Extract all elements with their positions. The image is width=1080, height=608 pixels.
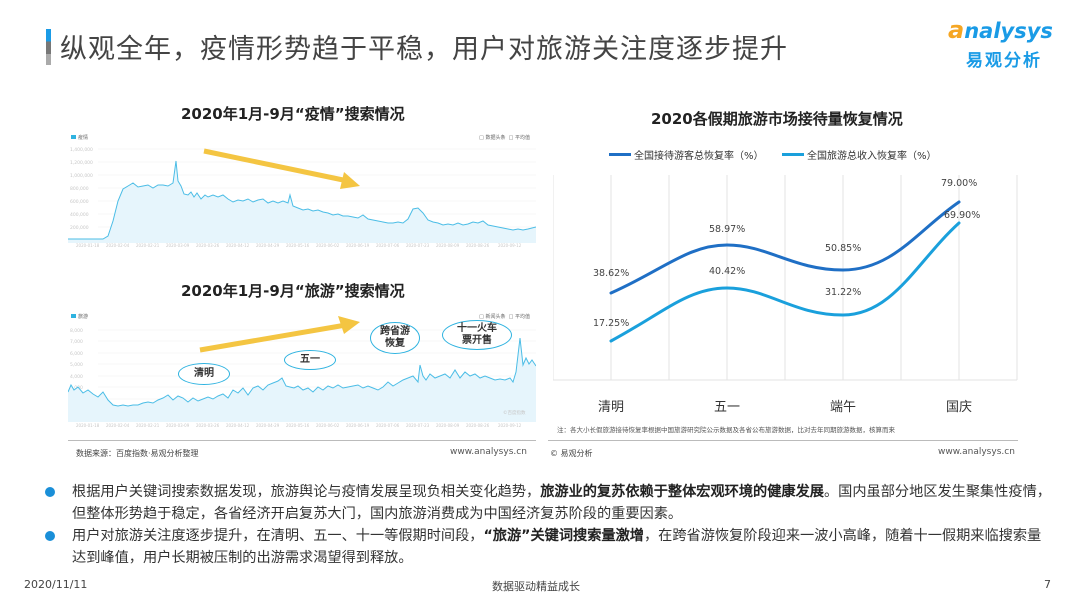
svg-text:2020-08-09: 2020-08-09 — [436, 423, 460, 428]
up-arrow-head — [338, 316, 360, 334]
svg-text:2020-08-26: 2020-08-26 — [466, 423, 490, 428]
svg-text:8,000: 8,000 — [70, 328, 83, 334]
bullet-2: 用户对旅游关注度逐步提升，在清明、五一、十一等假期时间段，“旅游”关键词搜索量激… — [42, 525, 1052, 569]
svg-text:2020-03-26: 2020-03-26 — [196, 423, 220, 428]
bullet-dot-icon — [45, 487, 55, 497]
svg-text:2020-03-26: 2020-03-26 — [196, 243, 220, 248]
bubble-cross-province: 跨省游 恢复 — [370, 322, 420, 354]
epidemic-chart-options: □ 数据头条 □ 平均值 — [479, 135, 530, 141]
left-source: 数据来源：百度指数·易观分析整理 — [76, 449, 199, 458]
holiday-recovery-title: 2020各假期旅游市场接待量恢复情况 — [651, 110, 903, 128]
svg-text:2020-02-21: 2020-02-21 — [136, 243, 160, 248]
right-source-divider — [548, 440, 1018, 441]
svg-text:2020-09-12: 2020-09-12 — [498, 243, 522, 248]
svg-text:600,000: 600,000 — [70, 199, 89, 205]
svg-text:1,000,000: 1,000,000 — [70, 173, 93, 179]
travel-chart-title: 2020年1月-9月“旅游”搜索情况 — [181, 282, 405, 300]
left-source-divider — [68, 440, 536, 441]
down-arrow-head — [340, 172, 360, 189]
svg-text:2020-01-18: 2020-01-18 — [76, 243, 100, 248]
footer-date: 2020/11/11 — [24, 578, 88, 591]
svg-text:2020-06-19: 2020-06-19 — [346, 423, 370, 428]
svg-text:2020-03-09: 2020-03-09 — [166, 243, 190, 248]
svg-text:2020-02-04: 2020-02-04 — [106, 243, 130, 248]
svg-text:2020-09-12: 2020-09-12 — [498, 423, 522, 428]
svg-text:5,000: 5,000 — [70, 362, 83, 368]
svg-text:800,000: 800,000 — [70, 186, 89, 192]
category-wuyi: 五一 — [713, 400, 740, 415]
bubble-national-day-tickets: 十一火车 票开售 — [442, 320, 512, 350]
holiday-recovery-line-chart — [553, 175, 1018, 381]
category-guoqing: 国庆 — [945, 400, 972, 415]
svg-text:2020-01-18: 2020-01-18 — [76, 423, 100, 428]
label-duanwu-visitors: 50.85% — [825, 243, 862, 254]
svg-text:2020-07-06: 2020-07-06 — [376, 243, 400, 248]
svg-text:7,000: 7,000 — [70, 339, 83, 345]
svg-text:2020-06-02: 2020-06-02 — [316, 423, 340, 428]
label-duanwu-revenue: 31.22% — [825, 287, 862, 298]
svg-text:©百度指数: ©百度指数 — [503, 409, 526, 416]
label-guoqing-revenue: 69.90% — [944, 210, 981, 221]
svg-text:2020-04-12: 2020-04-12 — [226, 423, 250, 428]
bubble-qingming: 清明 — [178, 363, 230, 385]
svg-text:2020-04-29: 2020-04-29 — [256, 423, 280, 428]
svg-text:2020-05-16: 2020-05-16 — [286, 423, 310, 428]
legend-revenue: 全国旅游总收入恢复率（%） — [782, 147, 937, 162]
legend-visitors: 全国接待游客总恢复率（%） — [609, 147, 764, 162]
svg-text:2020-03-09: 2020-03-09 — [166, 423, 190, 428]
svg-text:2020-07-06: 2020-07-06 — [376, 423, 400, 428]
logo-chinese: 易观分析 — [966, 51, 1042, 71]
svg-text:2020-06-19: 2020-06-19 — [346, 243, 370, 248]
label-guoqing-visitors: 79.00% — [941, 178, 978, 189]
travel-chart-options: □ 新闻头条 □ 平均值 — [479, 314, 530, 320]
label-qingming-revenue: 17.25% — [593, 318, 630, 329]
page-number: 7 — [1044, 578, 1051, 591]
svg-text:6,000: 6,000 — [70, 351, 83, 357]
epidemic-chart-title: 2020年1月-9月“疫情”搜索情况 — [181, 105, 405, 123]
svg-text:2020-06-02: 2020-06-02 — [316, 243, 340, 248]
svg-text:2020-04-12: 2020-04-12 — [226, 243, 250, 248]
right-source: © 易观分析 — [550, 449, 593, 458]
title-accent-bar — [46, 29, 51, 65]
page-title: 纵观全年，疫情形势趋于平稳，用户对旅游关注度逐步提升 — [60, 34, 788, 65]
category-duanwu: 端午 — [829, 400, 856, 415]
bullet-1: 根据用户关键词搜索数据发现，旅游舆论与疫情发展呈现负相关变化趋势，旅游业的复苏依… — [42, 481, 1052, 525]
label-qingming-visitors: 38.62% — [593, 268, 630, 279]
label-wuyi-visitors: 58.97% — [709, 224, 746, 235]
svg-text:2020-02-21: 2020-02-21 — [136, 423, 160, 428]
svg-text:1,400,000: 1,400,000 — [70, 147, 93, 153]
epidemic-legend: 疫情 — [71, 134, 88, 141]
down-arrow-shaft — [203, 148, 349, 184]
svg-text:2020-07-23: 2020-07-23 — [406, 423, 430, 428]
category-qingming: 清明 — [597, 400, 624, 415]
left-url: www.analysys.cn — [450, 447, 527, 457]
epidemic-line-svg: 1,400,000 1,200,000 1,000,000 800,000 600,0… — [68, 147, 536, 248]
logo-english: analysys — [948, 16, 1053, 44]
svg-text:2020-05-16: 2020-05-16 — [286, 243, 310, 248]
svg-text:200,000: 200,000 — [70, 225, 89, 231]
label-wuyi-revenue: 40.42% — [709, 266, 746, 277]
right-url: www.analysys.cn — [938, 447, 1015, 457]
svg-text:2020-08-09: 2020-08-09 — [436, 243, 460, 248]
up-arrow-shaft — [199, 322, 347, 353]
summary-bullets: 根据用户关键词搜索数据发现，旅游舆论与疫情发展呈现负相关变化趋势，旅游业的复苏依… — [42, 481, 1052, 569]
svg-text:400,000: 400,000 — [70, 212, 89, 218]
right-chart-note: 注：各大小长假旅游接待恢复率根据中国旅游研究院公示数据及各省公布旅游数据，比对去… — [557, 426, 895, 434]
svg-text:4,000: 4,000 — [70, 374, 83, 380]
epidemic-search-chart: 疫情 □ 数据头条 □ 平均值 1,400,000 1,200,000 1,000,… — [68, 131, 536, 249]
travel-legend: 旅游 — [71, 313, 88, 320]
analysys-logo: analysys 易观分析 — [940, 14, 1060, 74]
svg-text:2020-02-04: 2020-02-04 — [106, 423, 130, 428]
svg-text:2020-08-26: 2020-08-26 — [466, 243, 490, 248]
svg-text:1,200,000: 1,200,000 — [70, 160, 93, 166]
footer-slogan: 数据驱动精益成长 — [492, 580, 580, 593]
svg-text:2020-04-29: 2020-04-29 — [256, 243, 280, 248]
bullet-dot-icon — [45, 531, 55, 541]
svg-text:2020-07-23: 2020-07-23 — [406, 243, 430, 248]
bubble-wuyi: 五一 — [284, 350, 336, 370]
